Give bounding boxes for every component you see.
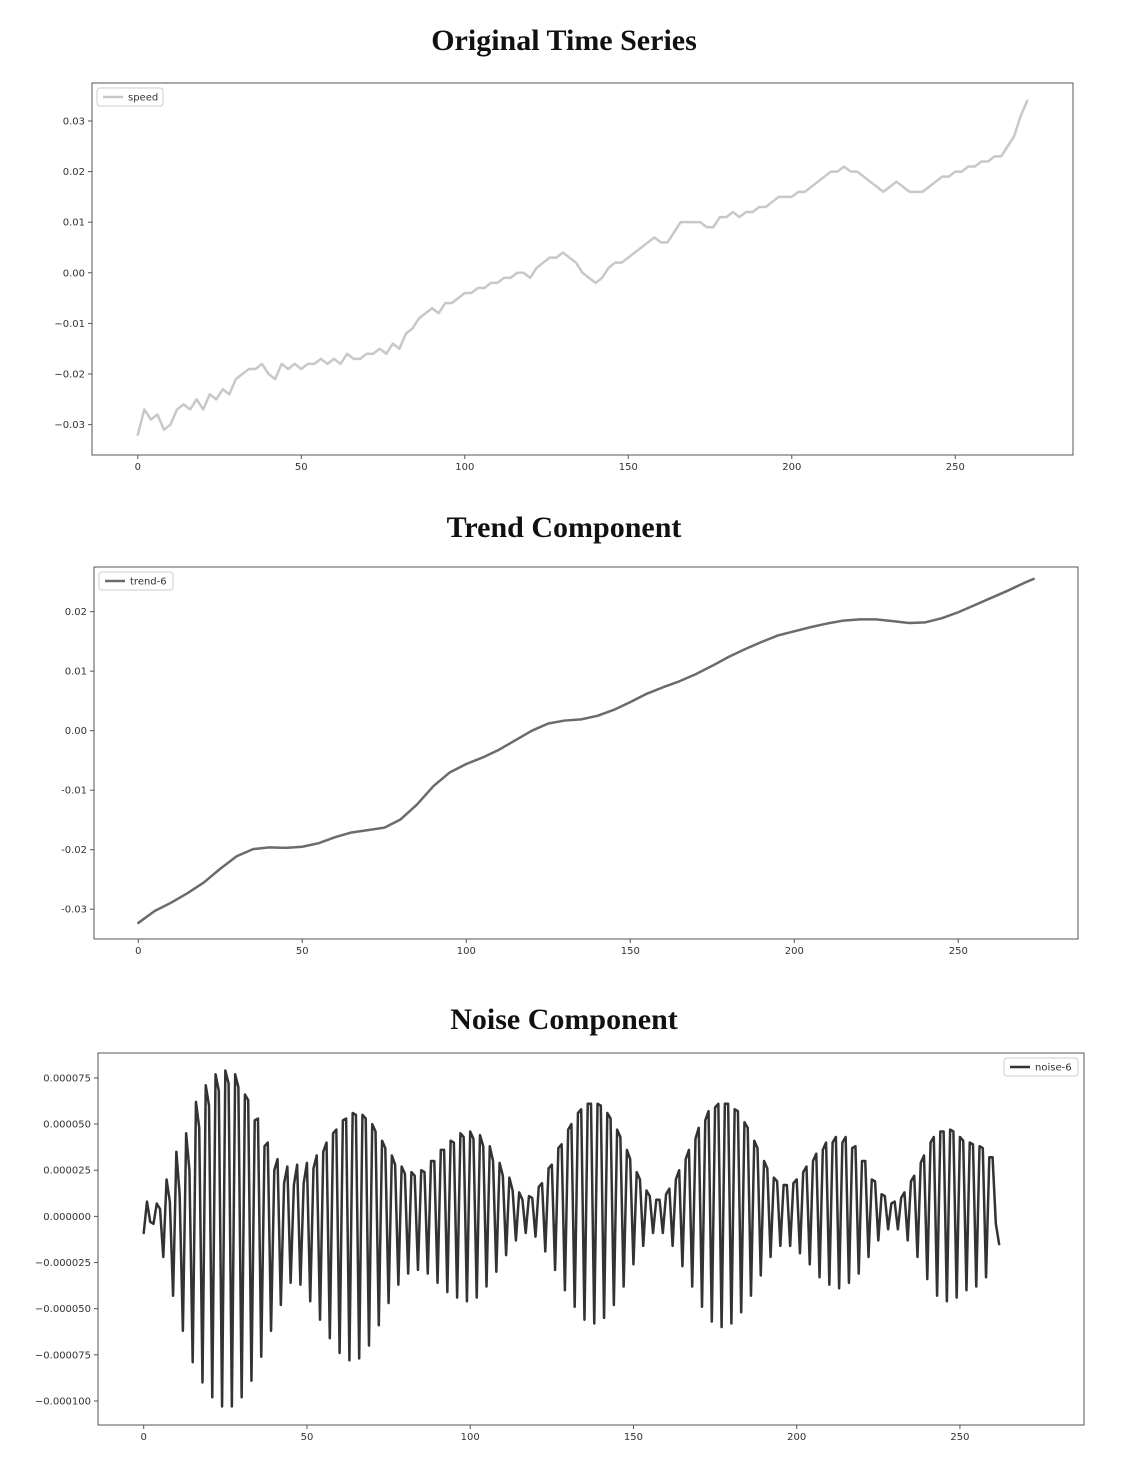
y-tick-label: 0.01 — [63, 218, 85, 229]
plot-frame — [91, 82, 1074, 456]
y-tick-label: −0.01 — [54, 319, 85, 330]
y-tick-label: −0.000025 — [35, 1258, 91, 1269]
legend-box — [1003, 1057, 1079, 1077]
y-tick-label: -0.01 — [61, 786, 87, 797]
chart-panel-1: 0 50 100 150 200 250 -0.03 -0.02 -0.01 0.00 0.01 0.… — [61, 566, 1079, 957]
x-tick-label: 100 — [461, 1432, 480, 1443]
y-tick-label: 0.03 — [63, 116, 85, 127]
y-tick-label: −0.03 — [54, 420, 85, 431]
legend-label: trend-6 — [130, 577, 167, 588]
x-tick-label: 150 — [619, 462, 638, 473]
x-tick-label: 50 — [301, 1432, 314, 1443]
x-tick-label: 50 — [296, 946, 309, 957]
x-tick-label: 200 — [782, 462, 801, 473]
y-tick-label: 0.00 — [65, 726, 87, 737]
y-tick-label: 0.01 — [65, 667, 87, 678]
series-line-noise-6 — [142, 1069, 1001, 1408]
x-tick-label: 0 — [141, 1432, 147, 1443]
plot-frame — [93, 566, 1079, 940]
legend-label: noise-6 — [1035, 1063, 1072, 1074]
y-tick-label: 0.000050 — [43, 1120, 91, 1131]
chart-title-trend: Trend Component — [446, 511, 682, 544]
chart-panel-2: 0 50 100 150 200 250 −0.000100 −0.000075 −0.0000… — [35, 1052, 1085, 1443]
y-tick-label: −0.000050 — [35, 1304, 91, 1315]
x-tick-label: 150 — [624, 1432, 643, 1443]
chart-title-noise: Noise Component — [450, 1003, 678, 1036]
x-tick-label: 0 — [135, 946, 141, 957]
y-tick-label: 0.02 — [63, 167, 85, 178]
x-tick-label: 250 — [950, 1432, 969, 1443]
y-tick-label: −0.000075 — [35, 1350, 91, 1361]
x-tick-label: 250 — [946, 462, 965, 473]
y-tick-label: 0.02 — [65, 607, 87, 618]
y-tick-label: −0.000100 — [35, 1397, 91, 1408]
x-tick-label: 200 — [785, 946, 804, 957]
series-line-trend-6 — [137, 577, 1035, 925]
y-tick-label: −0.02 — [54, 370, 85, 381]
x-tick-label: 100 — [455, 462, 474, 473]
chart-title-original: Original Time Series — [431, 24, 697, 57]
legend-box — [96, 87, 164, 107]
y-tick-label: -0.02 — [61, 845, 87, 856]
series-line-speed — [136, 99, 1029, 437]
x-tick-label: 0 — [135, 462, 141, 473]
legend-label: speed — [128, 93, 158, 104]
x-tick-label: 50 — [295, 462, 308, 473]
y-tick-label: 0.000000 — [43, 1212, 91, 1223]
y-tick-label: 0.000075 — [43, 1073, 91, 1084]
x-tick-label: 250 — [949, 946, 968, 957]
x-tick-label: 100 — [457, 946, 476, 957]
x-tick-label: 200 — [787, 1432, 806, 1443]
y-tick-label: 0.00 — [63, 268, 85, 279]
chart-panel-0: 0 50 100 150 200 250 −0.03 −0.02 −0.01 0.00 0.01 0.… — [54, 82, 1074, 473]
x-tick-label: 150 — [621, 946, 640, 957]
legend-box — [98, 571, 174, 591]
y-tick-label: -0.03 — [61, 905, 87, 916]
y-tick-label: 0.000025 — [43, 1166, 91, 1177]
